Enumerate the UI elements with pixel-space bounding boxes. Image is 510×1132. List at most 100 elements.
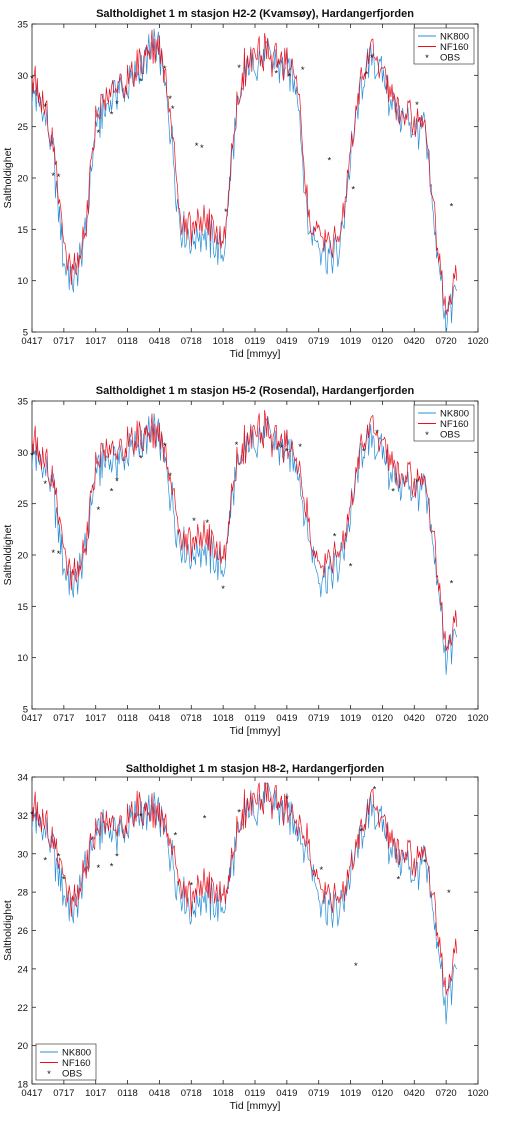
obs-marker: * xyxy=(203,813,207,824)
obs-marker: * xyxy=(280,443,284,454)
x-tick-label: 1020 xyxy=(467,336,488,347)
y-tick-label: 20 xyxy=(17,174,28,185)
x-tick-label: 0720 xyxy=(436,336,457,347)
obs-marker: * xyxy=(224,207,228,218)
obs-marker: * xyxy=(415,477,419,488)
legend-label: OBS xyxy=(440,429,460,440)
obs-marker: * xyxy=(115,852,119,863)
x-tick-label: 0417 xyxy=(21,336,42,347)
x-tick-label: 0719 xyxy=(308,1088,329,1099)
obs-marker: * xyxy=(365,69,369,80)
obs-marker: * xyxy=(139,453,143,464)
y-tick-label: 25 xyxy=(17,122,28,133)
series-line-nf160 xyxy=(32,29,458,316)
y-tick-label: 30 xyxy=(17,71,28,82)
y-tick-label: 5 xyxy=(23,328,28,339)
chart-1: Saltholdighet 1 m stasjon H2-2 (Kvamsøy)… xyxy=(2,8,489,360)
obs-marker: * xyxy=(189,880,193,891)
legend-label: NF160 xyxy=(440,419,469,430)
y-tick-label: 15 xyxy=(17,602,28,613)
x-tick-label: 0720 xyxy=(436,713,457,724)
obs-marker: * xyxy=(327,156,331,167)
x-tick-label: 0719 xyxy=(308,336,329,347)
y-tick-label: 34 xyxy=(17,773,28,784)
x-tick-label: 0120 xyxy=(372,336,393,347)
obs-marker: * xyxy=(359,827,363,838)
obs-marker: * xyxy=(373,785,377,796)
obs-marker: * xyxy=(163,64,167,75)
obs-marker: * xyxy=(192,516,196,527)
x-tick-label: 1020 xyxy=(467,713,488,724)
y-tick-label: 18 xyxy=(17,1080,28,1091)
obs-marker: * xyxy=(450,202,454,213)
x-tick-label: 0419 xyxy=(276,1088,297,1099)
y-tick-label: 30 xyxy=(17,849,28,860)
x-tick-label: 0118 xyxy=(117,336,137,347)
obs-marker: * xyxy=(423,857,427,868)
obs-marker: * xyxy=(415,100,419,111)
legend-label: NK800 xyxy=(440,408,469,419)
obs-marker: * xyxy=(51,171,55,182)
obs-marker: * xyxy=(43,479,47,490)
legend-label: NF160 xyxy=(440,42,469,53)
obs-marker: * xyxy=(298,442,302,453)
obs-marker: * xyxy=(30,73,34,84)
obs-marker: * xyxy=(97,863,101,874)
x-tick-label: 1017 xyxy=(85,336,106,347)
x-tick-label: 0718 xyxy=(181,336,202,347)
obs-marker: * xyxy=(391,486,395,497)
x-axis-label: Tid [mmyy] xyxy=(230,1100,281,1112)
plot-area xyxy=(31,776,479,1085)
x-tick-label: 0119 xyxy=(245,336,265,347)
x-tick-label: 0418 xyxy=(149,336,170,347)
y-tick-label: 25 xyxy=(17,499,28,510)
y-tick-label: 10 xyxy=(17,276,28,287)
y-tick-label: 10 xyxy=(17,653,28,664)
obs-marker: * xyxy=(57,852,61,863)
x-tick-label: 0120 xyxy=(372,713,393,724)
y-tick-label: 24 xyxy=(17,964,28,975)
obs-marker: * xyxy=(221,584,225,595)
obs-marker: * xyxy=(168,471,172,482)
legend-box xyxy=(35,1043,97,1081)
x-tick-label: 0118 xyxy=(117,713,137,724)
x-tick-label: 0718 xyxy=(181,1088,202,1099)
y-tick-label: 35 xyxy=(17,397,28,408)
legend-label: OBS xyxy=(62,1068,82,1079)
obs-marker: * xyxy=(362,446,366,457)
obs-marker: * xyxy=(110,861,114,872)
obs-marker: * xyxy=(205,518,209,529)
x-tick-label: 0418 xyxy=(149,1088,170,1099)
obs-marker: * xyxy=(285,446,289,457)
x-tick-label: 0418 xyxy=(149,713,170,724)
legend-box xyxy=(413,404,475,442)
obs-marker: * xyxy=(450,579,454,590)
obs-marker: * xyxy=(115,476,119,487)
x-tick-label: 0717 xyxy=(53,1088,74,1099)
obs-marker: * xyxy=(274,68,278,79)
obs-marker: * xyxy=(288,71,292,82)
obs-marker: * xyxy=(57,172,61,183)
series-line-nf160 xyxy=(32,782,458,996)
y-tick-label: 22 xyxy=(17,1003,28,1014)
obs-marker: * xyxy=(171,104,175,115)
obs-marker: * xyxy=(235,440,239,451)
x-tick-label: 1020 xyxy=(467,1088,488,1099)
chart-2: Saltholdighet 1 m stasjon H5-2 (Rosendal… xyxy=(2,385,489,737)
x-tick-label: 0420 xyxy=(404,713,425,724)
x-tick-label: 1018 xyxy=(213,713,234,724)
x-axis-label: Tid [mmyy] xyxy=(230,725,281,737)
obs-marker: * xyxy=(62,875,66,886)
y-axis-label: Saltholdighet xyxy=(2,525,14,586)
obs-marker: * xyxy=(397,875,401,886)
x-tick-label: 0417 xyxy=(21,713,42,724)
y-axis-label: Saltholdighet xyxy=(2,900,14,961)
y-tick-label: 32 xyxy=(17,811,28,822)
chart-3: Saltholdighet 1 m stasjon H8-2, Hardange… xyxy=(2,763,489,1112)
obs-marker: * xyxy=(174,831,178,842)
legend-swatch-obs: * xyxy=(47,1069,51,1080)
obs-marker: * xyxy=(97,128,101,139)
chart-title: Saltholdighet 1 m stasjon H2-2 (Kvamsøy)… xyxy=(96,8,414,20)
obs-marker: * xyxy=(351,184,355,195)
